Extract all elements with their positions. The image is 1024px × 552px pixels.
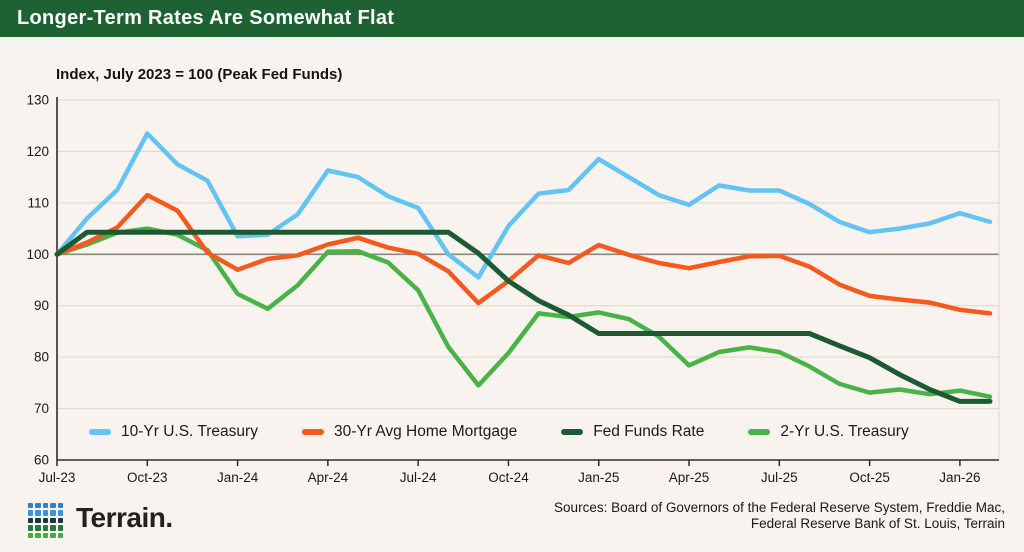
terrain-wordmark: Terrain. xyxy=(76,502,173,533)
y-tick-label: 120 xyxy=(26,144,49,159)
x-tick-label: Jul-24 xyxy=(400,470,437,485)
y-tick-label: 100 xyxy=(26,247,49,262)
y-tick-label: 110 xyxy=(27,195,49,210)
logo-dot xyxy=(42,517,49,524)
series-line-30-yr-avg-home-mortgage xyxy=(54,192,993,316)
chart-legend: 10-Yr U.S. Treasury 30-Yr Avg Home Mortga… xyxy=(57,419,1024,445)
legend-swatch-icon xyxy=(561,429,584,435)
terrain-logo-icon xyxy=(28,503,64,539)
logo-dot xyxy=(50,510,56,516)
logo-dot xyxy=(35,510,41,516)
legend-label: Fed Funds Rate xyxy=(593,423,705,440)
legend-label: 2-Yr U.S. Treasury xyxy=(780,423,909,440)
x-tick-label: Oct-23 xyxy=(127,470,168,485)
logo-dot xyxy=(50,525,56,531)
y-tick-label: 90 xyxy=(34,298,49,313)
legend-item-10-yr-u-s-treasury: 10-Yr U.S. Treasury xyxy=(89,423,258,441)
x-tick-label: Oct-25 xyxy=(849,470,890,485)
legend-swatch-icon xyxy=(301,429,324,435)
legend-item-30-yr-avg-home-mortgage: 30-Yr Avg Home Mortgage xyxy=(301,423,518,441)
logo-dot xyxy=(28,525,34,531)
logo-dot xyxy=(42,510,49,516)
logo-dot xyxy=(50,503,56,509)
x-tick-label: Jul-23 xyxy=(39,470,76,485)
legend-swatch-icon xyxy=(748,429,771,435)
series-line-fed-funds-rate xyxy=(54,229,993,404)
logo-dot xyxy=(35,525,41,531)
logo-dot xyxy=(57,510,64,516)
y-tick-label: 60 xyxy=(34,453,49,468)
y-tick-label: 70 xyxy=(34,401,49,416)
y-tick-label: 130 xyxy=(26,93,49,108)
legend-swatch-icon xyxy=(89,429,111,435)
logo-dot xyxy=(50,532,56,539)
x-tick-label: Jan-26 xyxy=(939,470,980,485)
series-line-10-yr-u-s-treasury xyxy=(54,131,993,280)
chart-subtitle: Index, July 2023 = 100 (Peak Fed Funds) xyxy=(56,66,343,83)
x-tick-label: Apr-24 xyxy=(308,470,349,485)
logo-dot xyxy=(35,503,41,509)
x-tick-label: Jan-25 xyxy=(578,470,619,485)
logo-dot xyxy=(28,532,34,539)
logo-dot xyxy=(42,525,49,531)
x-tick-label: Jul-25 xyxy=(761,470,798,485)
y-tick-label: 80 xyxy=(34,350,49,365)
logo-dot xyxy=(35,532,41,539)
logo-dot xyxy=(42,532,49,539)
logo-dot xyxy=(57,503,64,509)
logo-dot xyxy=(57,525,64,531)
page-title: Longer-Term Rates Are Somewhat Flat xyxy=(17,7,395,29)
logo-dot xyxy=(28,503,34,509)
logo-dot xyxy=(57,517,64,524)
logo-dot xyxy=(57,532,64,539)
sources-text: Sources: Board of Governors of the Feder… xyxy=(554,500,1005,532)
logo-dot xyxy=(42,503,49,509)
title-bar: Longer-Term Rates Are Somewhat Flat xyxy=(0,0,1024,37)
logo-dot xyxy=(50,517,56,524)
logo-dot xyxy=(28,510,34,516)
x-tick-label: Jan-24 xyxy=(217,470,259,485)
logo-dot xyxy=(28,517,34,524)
sources-line-1: Sources: Board of Governors of the Feder… xyxy=(554,500,1005,515)
x-tick-label: Apr-25 xyxy=(669,470,710,485)
x-tick-label: Oct-24 xyxy=(488,470,529,485)
legend-label: 30-Yr Avg Home Mortgage xyxy=(333,423,518,440)
logo-dot xyxy=(35,517,41,524)
legend-item-fed-funds-rate: Fed Funds Rate xyxy=(561,423,704,441)
legend-item-2-yr-u-s-treasury: 2-Yr U.S. Treasury xyxy=(748,423,909,441)
legend-label: 10-Yr U.S. Treasury xyxy=(121,423,258,440)
sources-line-2: Federal Reserve Bank of St. Louis, Terra… xyxy=(750,516,1005,531)
